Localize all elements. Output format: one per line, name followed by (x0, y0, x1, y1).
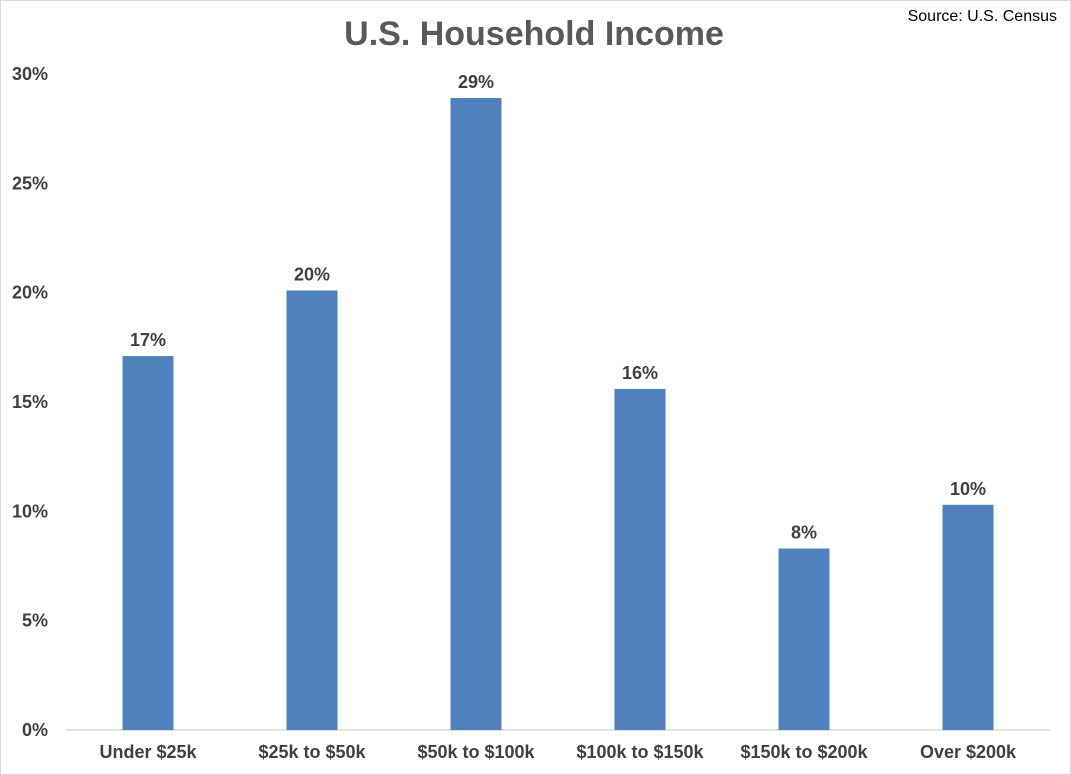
y-tick-label: 5% (22, 611, 48, 631)
y-tick-label: 15% (12, 392, 48, 412)
chart-title: U.S. Household Income (344, 15, 724, 53)
y-tick-label: 10% (12, 501, 48, 521)
data-label: 16% (622, 363, 658, 383)
data-label: 20% (294, 264, 330, 284)
data-label: 10% (950, 479, 986, 499)
x-tick-label: $25k to $50k (258, 742, 366, 762)
x-tick-label: $100k to $150k (576, 742, 704, 762)
bar (450, 98, 502, 730)
y-axis-ticks: 0% 5% 10% 15% 20% 25% 30% (12, 64, 48, 740)
y-tick-label: 25% (12, 173, 48, 193)
x-tick-label: Under $25k (99, 742, 197, 762)
bar (614, 388, 666, 730)
y-tick-label: 20% (12, 283, 48, 303)
y-tick-label: 0% (22, 720, 48, 740)
data-label: 17% (130, 330, 166, 350)
y-tick-label: 30% (12, 64, 48, 84)
bar (778, 548, 830, 730)
bar (286, 290, 338, 730)
data-label: 29% (458, 72, 494, 92)
x-axis-ticks: Under $25k $25k to $50k $50k to $100k $100k… (99, 742, 1017, 762)
bar (122, 356, 174, 730)
x-tick-label: $50k to $100k (417, 742, 535, 762)
bars-group (122, 98, 994, 730)
x-tick-label: $150k to $200k (740, 742, 868, 762)
data-labels-group: 17% 20% 29% 16% 8% 10% (130, 72, 986, 542)
source-note: Source: U.S. Census (907, 8, 1057, 25)
bar (942, 504, 994, 730)
x-tick-label: Over $200k (920, 742, 1017, 762)
data-label: 8% (791, 523, 817, 543)
